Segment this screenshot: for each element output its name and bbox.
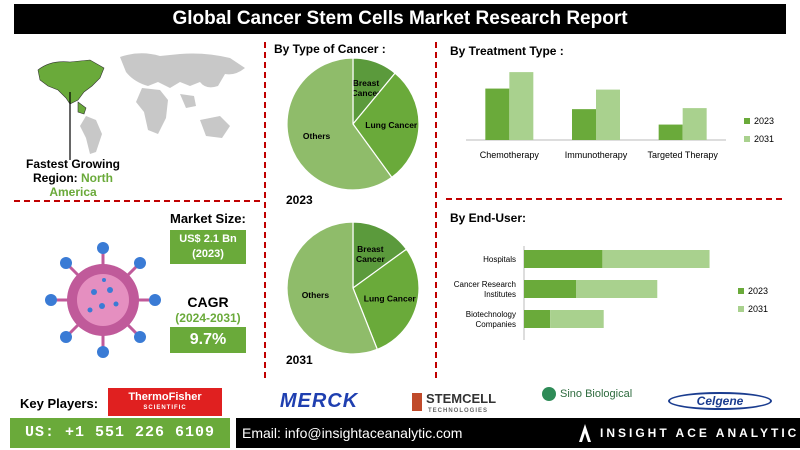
stemcell-logo: STEMCELL TECHNOLOGIES [412, 390, 508, 416]
celgene-logo: Celgene [668, 390, 772, 412]
bar-chemotherapy-2023 [485, 88, 510, 140]
market-size-box: US$ 2.1 Bn (2023) [170, 230, 246, 264]
x-tick-label-targeted-therapy: Targeted Therapy [647, 150, 718, 160]
footer-bar: Email: info@insightaceanalytic.com INSIG… [236, 418, 800, 448]
pie-label-lung-cancer: Lung Cancer [364, 294, 417, 304]
sinobiological-mark-icon [542, 387, 556, 401]
legend-label-2023: 2023 [748, 286, 768, 296]
market-size-value: US$ 2.1 Bn [179, 233, 237, 245]
phone-number[interactable]: US: +1 551 226 6109 [10, 418, 230, 448]
bar-targeted-therapy-2031 [682, 108, 707, 140]
y-tick-label-cancer-research-institutes: Cancer Research Institutes [454, 280, 516, 299]
pie-slice-breast-cancer [352, 221, 408, 290]
bar-targeted-therapy-2023 [658, 124, 683, 140]
market-size-label: Market Size: [170, 211, 246, 226]
legend-swatch-2023 [738, 288, 744, 294]
bar-immunotherapy-2023 [572, 109, 596, 140]
pie-label-breast-cancer: Breast Cancer [356, 244, 386, 264]
pie-label-breast-cancer: Breast Cancer [352, 78, 382, 98]
y-tick-label-hospitals: Hospitals [483, 255, 516, 264]
legend-swatch-2031 [744, 136, 750, 142]
cagr-label: CAGR [187, 294, 229, 310]
bar-immunotherapy-2031 [596, 89, 620, 140]
pie-label-others: Others [302, 290, 330, 300]
sinobiological-logo: Sino Biological [540, 386, 650, 404]
pie-2031-year: 2031 [286, 353, 313, 367]
pie-label-lung-cancer: Lung Cancer [365, 120, 418, 130]
legend-label-2031: 2031 [748, 304, 768, 314]
stemcell-mark-icon [412, 393, 422, 411]
x-tick-label-chemotherapy: Chemotherapy [480, 150, 540, 160]
market-size-year: (2023) [192, 248, 224, 260]
fastest-growing-region: Fastest Growing Region: North America [18, 157, 128, 199]
y-tick-label-biotechnology-companies: Biotechnology Companies [466, 310, 516, 329]
bar-biotechnology-companies-2031 [550, 310, 604, 328]
pie-label-others: Others [303, 131, 331, 141]
treatment-type-bar-chart: Chemotherapy Immunotherapy Targeted Therap… [466, 72, 774, 160]
treatment-type-title: By Treatment Type : [450, 44, 564, 58]
cagr-years: (2024-2031) [175, 311, 241, 325]
cagr-value: 9.7% [170, 327, 246, 353]
pie-chart-2023: Breast Cancer Lung Cancer Others [286, 57, 420, 191]
end-user-title: By End-User: [450, 211, 527, 225]
legend-swatch-2023 [744, 118, 750, 124]
type-of-cancer-title: By Type of Cancer : [274, 42, 386, 56]
north-america-highlight [37, 59, 105, 115]
end-user-bar-chart: Hospitals Cancer Research Institutes Biotec… [454, 246, 768, 340]
cancer-cell-icon [45, 242, 161, 358]
merck-logo: MERCK [279, 390, 359, 412]
insightace-logo-icon [579, 424, 591, 442]
world-map [37, 53, 245, 160]
x-tick-label-immunotherapy: Immunotherapy [565, 150, 628, 160]
pie-slice-others [286, 221, 379, 355]
bar-cancer-research-institutes-2023 [524, 280, 577, 298]
region-label: Fastest Growing Region: [25, 157, 120, 185]
bar-chemotherapy-2031 [509, 72, 534, 140]
pie-chart-2031: Breast Cancer Lung Cancer Others [286, 221, 420, 355]
region-value: North America [49, 171, 113, 199]
bar-cancer-research-institutes-2031 [576, 280, 658, 298]
brand-name: INSIGHT ACE ANALYTIC [600, 426, 800, 440]
pie-slice-lung-cancer [352, 72, 420, 179]
thermofisher-logo: ThermoFisher SCIENTIFIC [108, 388, 222, 416]
legend-swatch-2031 [738, 306, 744, 312]
key-players-label: Key Players: [20, 396, 99, 411]
celgene-swoosh-icon [668, 392, 772, 410]
email-link[interactable]: Email: info@insightaceanalytic.com [242, 425, 463, 441]
bar-biotechnology-companies-2023 [524, 310, 551, 328]
pie-slice-others [286, 57, 393, 191]
bar-hospitals-2031 [602, 250, 710, 268]
pie-2023-year: 2023 [286, 193, 313, 207]
page-title: Global Cancer Stem Cells Market Research… [14, 4, 786, 34]
pie-slice-lung-cancer [352, 248, 420, 351]
legend-label-2031: 2031 [754, 134, 774, 144]
legend-label-2023: 2023 [754, 116, 774, 126]
bar-hospitals-2023 [524, 250, 603, 268]
